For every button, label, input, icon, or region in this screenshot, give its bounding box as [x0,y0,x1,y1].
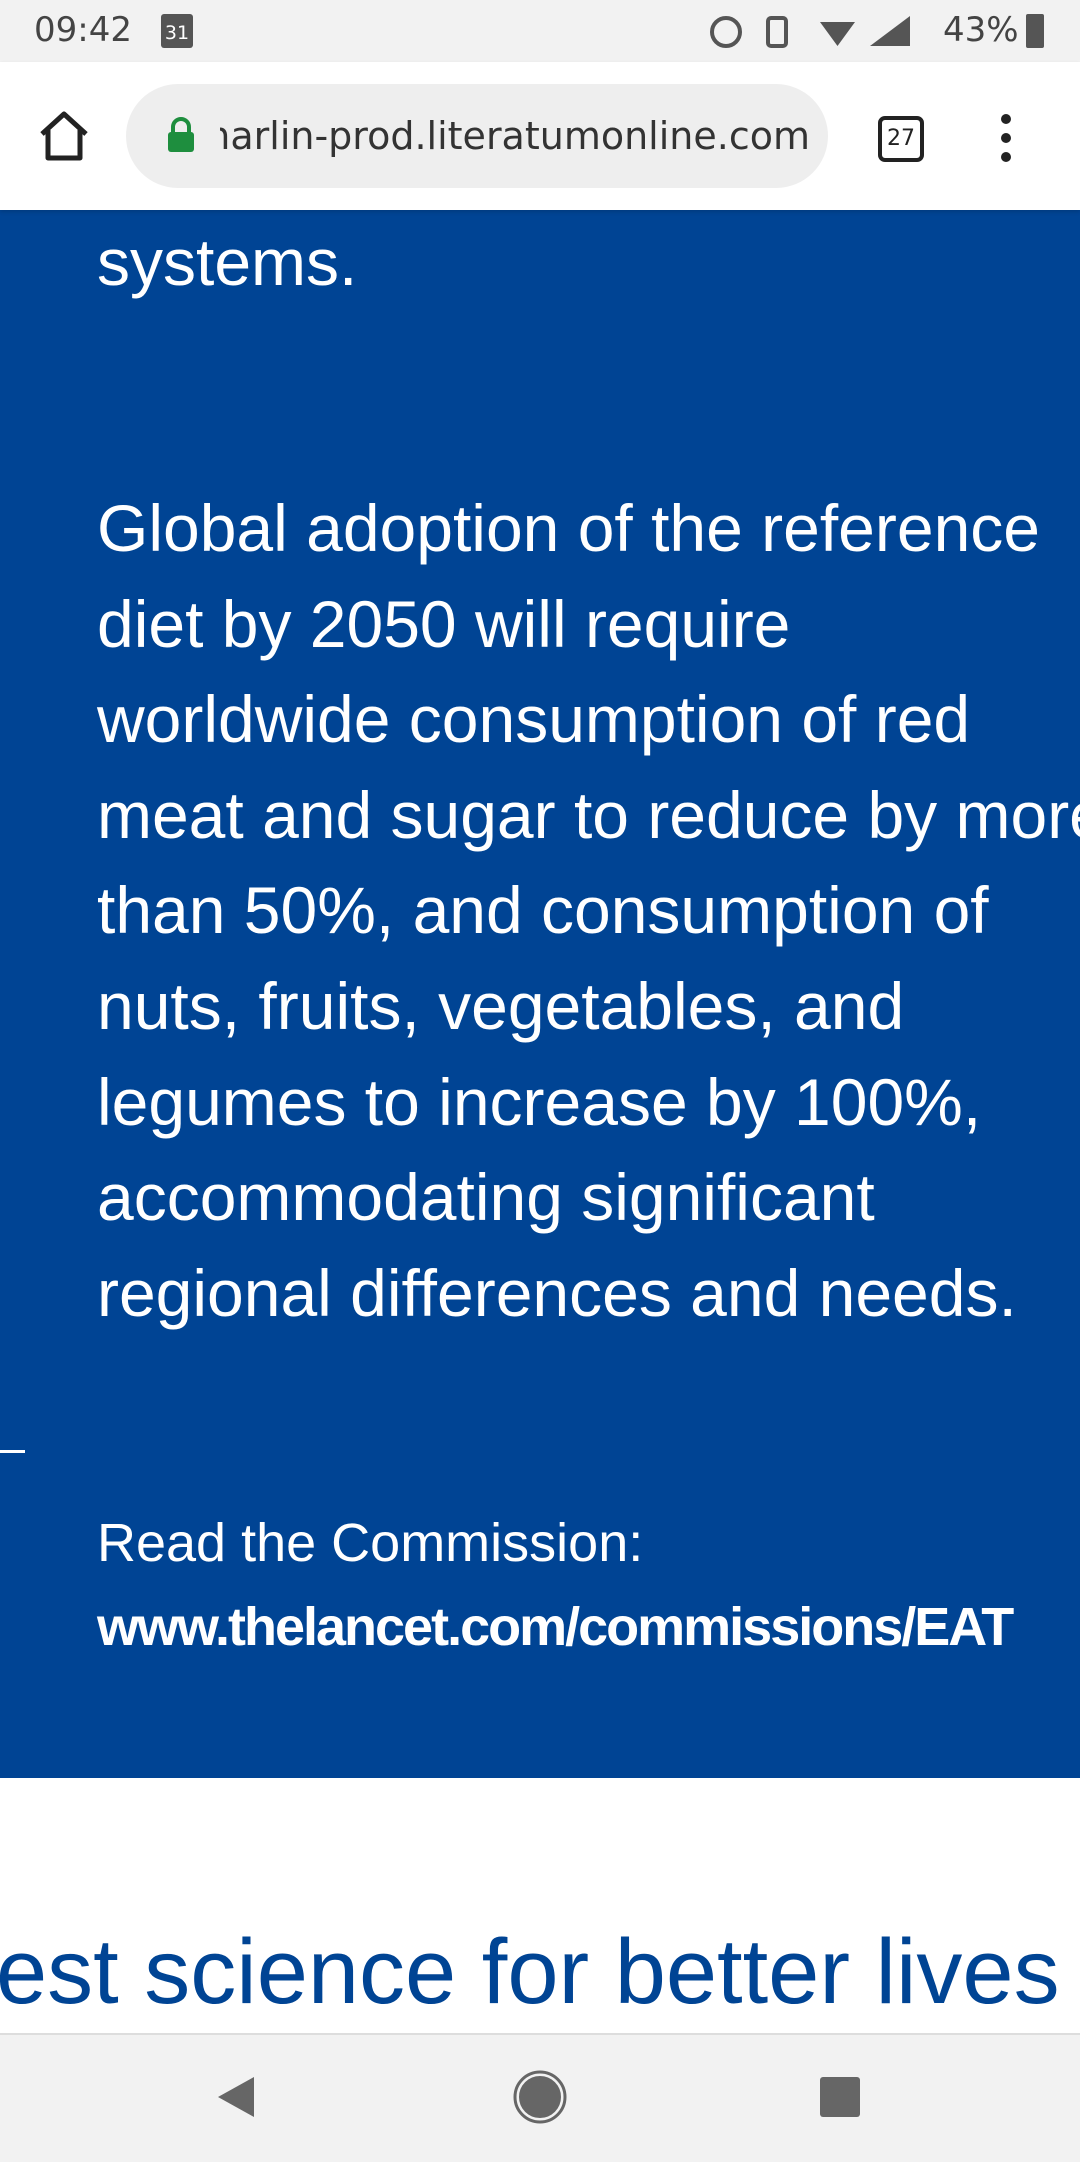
nav-bar [0,2033,1080,2162]
home-ring [513,2070,567,2124]
battery-icon [1026,14,1044,48]
paragraph-line: diet by 2050 will require [97,586,791,661]
url-text: narlin-prod.literatumonline.com [220,114,810,158]
battery-percent: 43% [943,10,1019,50]
paragraph-line: nuts, fruits, vegetables, and [97,969,905,1043]
highlight-panel: systems. Global adoption of the referenc… [0,210,1080,1778]
paragraph-end: systems. [97,225,358,299]
calendar-icon: 31 [161,14,193,48]
browser-toolbar: narlin-prod.literatumonline.com 27 [0,62,1080,210]
paragraph-line: than 50%, and consumption of [97,873,989,948]
menu-button[interactable] [994,110,1018,166]
lock-icon [168,117,194,152]
commission-link[interactable]: www.thelancet.com/commissions/EAT [97,1597,1014,1657]
time: 09:42 [34,10,132,50]
paragraph-line: accommodating significant [97,1160,875,1235]
divider [0,1450,25,1453]
paragraph-line: worldwide consumption of red [97,682,971,757]
status-icons [710,16,910,48]
read-label: Read the Commission: [97,1513,644,1573]
nav-buttons [218,2070,860,2124]
status-bar: 09:42 31 43% [0,0,1080,62]
home-nav-button[interactable] [519,2076,561,2118]
paragraph-line: legumes to increase by 100%, [97,1064,982,1139]
tagline: est science for better lives [0,1921,1060,2023]
paragraph-line: meat and sugar to reduce by more [97,777,1080,852]
paragraph-line: regional differences and needs. [97,1255,1017,1330]
back-button[interactable] [218,2077,254,2117]
tab-switcher[interactable]: 27 [878,116,924,162]
url: narlin-prod.literatumonline.com [220,114,810,158]
home-button[interactable] [36,108,92,164]
url-field[interactable]: narlin-prod.literatumonline.com [126,84,828,188]
paragraph-line: Global adoption of the reference [97,491,1040,565]
recents-button[interactable] [820,2077,860,2117]
